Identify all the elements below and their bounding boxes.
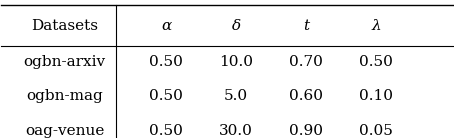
Text: 0.50: 0.50 bbox=[149, 55, 183, 69]
Text: ogbn-arxiv: ogbn-arxiv bbox=[24, 55, 106, 69]
Text: 0.10: 0.10 bbox=[359, 89, 393, 103]
Text: 0.50: 0.50 bbox=[359, 55, 393, 69]
Text: 0.50: 0.50 bbox=[149, 124, 183, 138]
Text: 30.0: 30.0 bbox=[219, 124, 253, 138]
Text: 0.70: 0.70 bbox=[289, 55, 323, 69]
Text: λ: λ bbox=[371, 19, 381, 33]
Text: 5.0: 5.0 bbox=[224, 89, 248, 103]
Text: ogbn-mag: ogbn-mag bbox=[26, 89, 103, 103]
Text: oag-venue: oag-venue bbox=[25, 124, 104, 138]
Text: 0.90: 0.90 bbox=[289, 124, 323, 138]
Text: 0.50: 0.50 bbox=[149, 89, 183, 103]
Text: δ: δ bbox=[232, 19, 241, 33]
Text: Datasets: Datasets bbox=[31, 19, 98, 33]
Text: t: t bbox=[303, 19, 309, 33]
Text: 10.0: 10.0 bbox=[219, 55, 253, 69]
Text: 0.05: 0.05 bbox=[359, 124, 393, 138]
Text: 0.60: 0.60 bbox=[289, 89, 323, 103]
Text: α: α bbox=[161, 19, 171, 33]
